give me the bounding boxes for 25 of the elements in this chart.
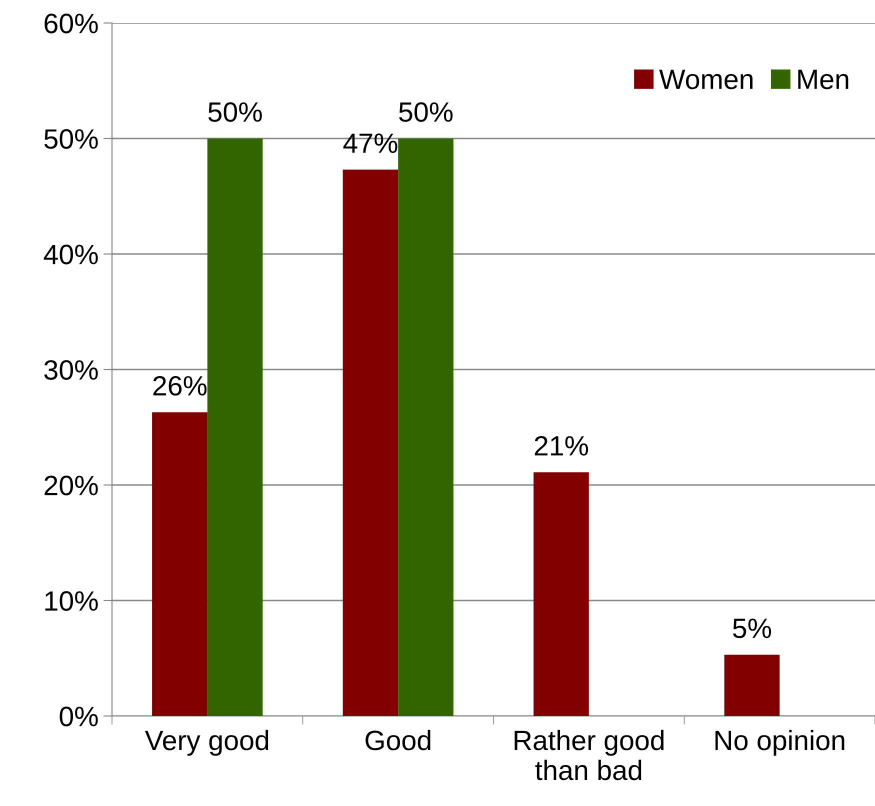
bar — [152, 412, 208, 716]
bar — [534, 472, 589, 716]
y-tick-label: 10% — [45, 591, 98, 611]
data-label: 47% — [343, 134, 398, 153]
legend-label: Women — [659, 70, 753, 90]
y-tick-label: 0% — [60, 706, 98, 726]
data-label: 26% — [153, 376, 207, 396]
bar — [398, 138, 454, 716]
bar — [342, 170, 398, 716]
x-tick-label: No opinion — [716, 730, 844, 756]
x-tick-label: Good — [366, 730, 430, 750]
y-tick-label: 20% — [44, 476, 98, 496]
x-tick-label: Very good — [144, 730, 268, 756]
data-label: 50% — [208, 102, 262, 122]
legend-label: Men — [798, 70, 848, 90]
bar — [207, 138, 263, 716]
bar — [724, 654, 780, 716]
x-tick-label: Rather good than bad — [514, 730, 664, 780]
data-label: 21% — [534, 436, 588, 456]
data-label: 50% — [399, 102, 453, 122]
y-tick-label: 50% — [44, 129, 98, 149]
y-tick-label: 30% — [44, 360, 98, 380]
data-label: 5% — [733, 618, 772, 638]
y-tick-label: 40% — [44, 244, 98, 264]
y-tick-label: 60% — [44, 14, 98, 34]
